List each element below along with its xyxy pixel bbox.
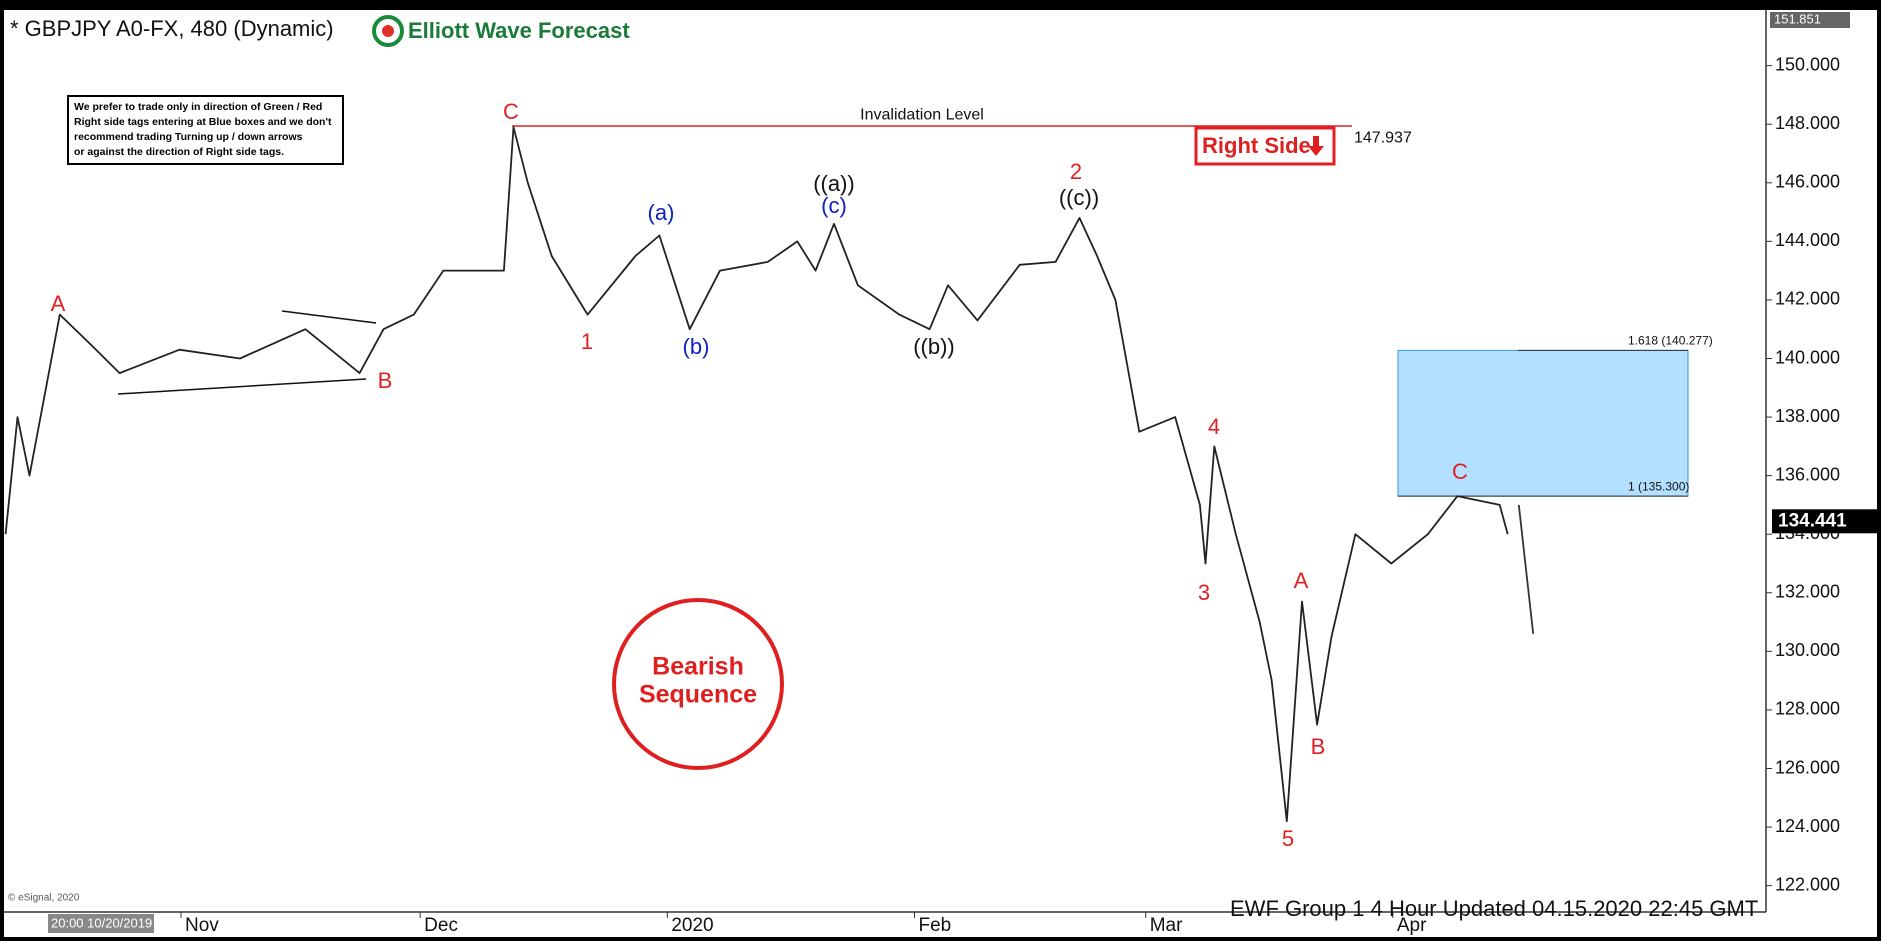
cursor-box bbox=[48, 914, 154, 933]
logo-icon bbox=[382, 25, 394, 37]
level-value: 147.937 bbox=[1354, 129, 1412, 146]
right-side-text: Right Side bbox=[1202, 133, 1311, 158]
wave-label: C bbox=[1452, 459, 1468, 484]
y-tick-label: 146.000 bbox=[1775, 172, 1840, 192]
wave-label: ((b)) bbox=[913, 334, 955, 359]
zone-label: 1.618 (140.277) bbox=[1628, 334, 1713, 348]
axis-high-badge bbox=[1770, 12, 1850, 28]
wave-label: 1 bbox=[581, 329, 593, 354]
zone-label: 1 (135.300) bbox=[1628, 479, 1689, 493]
wave-label: 3 bbox=[1198, 580, 1210, 605]
triangle-line bbox=[117, 378, 367, 395]
price-line bbox=[4, 126, 1509, 823]
note-line: or against the direction of Right side t… bbox=[74, 146, 284, 158]
wave-label: B bbox=[1311, 734, 1326, 759]
y-tick-label: 124.000 bbox=[1775, 816, 1840, 836]
wave-label: ((c)) bbox=[1059, 185, 1099, 210]
triangle-line bbox=[281, 310, 377, 324]
y-tick-label: 136.000 bbox=[1775, 464, 1840, 484]
footer: EWF Group 1 4 Hour Updated 04.15.2020 22… bbox=[1230, 896, 1758, 921]
wave-label: A bbox=[51, 291, 66, 316]
x-tick-label: 2020 bbox=[671, 915, 713, 936]
wave-label: 2 bbox=[1070, 159, 1082, 184]
down-arrow bbox=[1308, 136, 1324, 156]
wave-label: B bbox=[378, 368, 393, 393]
y-tick-label: 148.000 bbox=[1775, 113, 1840, 133]
x-tick-label: Apr bbox=[1397, 915, 1427, 936]
y-tick-label: 132.000 bbox=[1775, 582, 1840, 602]
cursor-time: 20:00 10/20/2019 bbox=[51, 915, 152, 930]
logo-text: Elliott Wave Forecast bbox=[408, 18, 630, 43]
logo: Elliott Wave Forecast bbox=[372, 15, 630, 47]
wave-label: ((a)) bbox=[813, 171, 855, 196]
wave-label: 4 bbox=[1208, 414, 1220, 439]
price-line bbox=[1517, 504, 1535, 634]
wave-label: (c) bbox=[821, 193, 847, 218]
note-line: We prefer to trade only in direction of … bbox=[74, 101, 322, 113]
wave-label: (b) bbox=[683, 334, 710, 359]
last-price-badge bbox=[1772, 509, 1881, 534]
y-tick-label: 140.000 bbox=[1775, 347, 1840, 367]
x-tick-label: Mar bbox=[1150, 915, 1183, 936]
chart-title: * GBPJPY A0-FX, 480 (Dynamic) bbox=[10, 16, 334, 41]
wave-label: 5 bbox=[1282, 826, 1294, 851]
note-box bbox=[67, 95, 344, 165]
y-tick-label: 144.000 bbox=[1775, 230, 1840, 250]
note-line: Right side tags entering at Blue boxes a… bbox=[74, 116, 332, 128]
axis-high-label: 151.851 bbox=[1774, 11, 1821, 26]
wave-label: A bbox=[1294, 568, 1309, 593]
x-tick-label: Feb bbox=[918, 915, 951, 936]
x-tick-label: Dec bbox=[424, 915, 458, 936]
logo-icon bbox=[372, 15, 404, 47]
level-label: Invalidation Level bbox=[860, 106, 984, 123]
copyright: © eSignal, 2020 bbox=[8, 893, 80, 904]
bearish-text: Sequence bbox=[639, 681, 757, 709]
x-tick-label: Nov bbox=[185, 915, 219, 936]
y-tick-label: 128.000 bbox=[1775, 699, 1840, 719]
y-tick-label: 130.000 bbox=[1775, 640, 1840, 660]
bearish-text: Bearish bbox=[652, 653, 744, 681]
bearish-circle bbox=[612, 598, 784, 770]
last-price-label: 134.441 bbox=[1778, 510, 1847, 531]
y-tick-label: 122.000 bbox=[1775, 874, 1840, 894]
target-zone bbox=[1397, 349, 1689, 497]
y-tick-label: 150.000 bbox=[1775, 54, 1840, 74]
y-tick-label: 138.000 bbox=[1775, 406, 1840, 426]
wave-label: (a) bbox=[648, 200, 675, 225]
y-tick-label: 142.000 bbox=[1775, 289, 1840, 309]
wave-label: C bbox=[503, 99, 519, 124]
y-tick-label: 126.000 bbox=[1775, 757, 1840, 777]
note-line: recommend trading Turning up / down arro… bbox=[74, 131, 303, 143]
